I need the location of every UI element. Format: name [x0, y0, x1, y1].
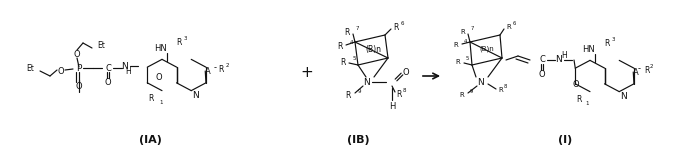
Text: 1: 1 — [585, 101, 589, 106]
Text: HN: HN — [155, 43, 167, 52]
Text: (IB): (IB) — [347, 135, 370, 145]
Text: O: O — [539, 69, 545, 78]
Text: (IA): (IA) — [139, 135, 161, 145]
Text: 6: 6 — [401, 21, 404, 26]
Text: H: H — [389, 101, 395, 110]
Text: R: R — [338, 41, 343, 50]
Text: R: R — [396, 90, 402, 99]
Text: R: R — [346, 91, 351, 99]
Text: N: N — [192, 91, 198, 99]
Text: R: R — [460, 29, 465, 35]
Text: R: R — [340, 58, 346, 67]
Text: -: - — [213, 63, 216, 73]
Text: O: O — [104, 78, 111, 86]
Text: C: C — [539, 54, 545, 63]
Text: A: A — [633, 67, 639, 76]
Text: 7: 7 — [356, 26, 360, 30]
Text: 3: 3 — [184, 35, 187, 41]
Text: N: N — [120, 62, 127, 71]
Text: (B)n: (B)n — [365, 45, 381, 54]
Text: (B)n: (B)n — [480, 46, 494, 52]
Text: H: H — [125, 67, 131, 76]
Text: 5: 5 — [466, 56, 468, 60]
Text: O: O — [76, 82, 82, 91]
Text: 2: 2 — [649, 63, 653, 69]
Text: N: N — [555, 54, 562, 63]
Text: N: N — [620, 91, 626, 101]
Text: 3: 3 — [612, 37, 615, 41]
Text: 4: 4 — [350, 39, 354, 45]
Text: R: R — [149, 93, 154, 103]
Text: R: R — [576, 95, 582, 103]
Text: R: R — [604, 39, 610, 47]
Text: R: R — [506, 24, 511, 30]
Text: Et: Et — [26, 63, 34, 73]
Text: R: R — [459, 92, 464, 98]
Text: 4: 4 — [464, 39, 467, 43]
Text: 1: 1 — [159, 99, 162, 104]
Text: P: P — [77, 63, 81, 73]
Text: R: R — [176, 37, 182, 47]
Text: O: O — [403, 67, 409, 76]
Text: 5: 5 — [353, 56, 356, 60]
Text: R: R — [393, 22, 398, 32]
Text: Et: Et — [97, 41, 105, 50]
Text: 2: 2 — [226, 62, 229, 67]
Text: O: O — [58, 67, 64, 75]
Text: R: R — [453, 42, 458, 48]
Text: 9: 9 — [469, 88, 473, 93]
Text: 9: 9 — [358, 88, 361, 93]
Text: R: R — [498, 87, 503, 93]
Text: H: H — [561, 50, 567, 60]
Text: R: R — [644, 65, 649, 75]
Text: A: A — [205, 67, 211, 75]
Text: 8: 8 — [403, 88, 406, 93]
Text: -: - — [638, 65, 641, 73]
Text: (I): (I) — [558, 135, 572, 145]
Text: 6: 6 — [513, 21, 516, 26]
Text: R: R — [455, 59, 460, 65]
Text: 7: 7 — [471, 26, 475, 30]
Text: R: R — [345, 28, 350, 37]
Text: O: O — [573, 80, 579, 88]
Text: HN: HN — [583, 45, 595, 54]
Text: C: C — [105, 63, 111, 73]
Text: +: + — [301, 65, 313, 80]
Text: 8: 8 — [503, 84, 507, 88]
Text: N: N — [477, 78, 484, 86]
Text: O: O — [156, 73, 162, 82]
Text: R: R — [219, 65, 223, 73]
Text: O: O — [74, 50, 80, 58]
Text: N: N — [363, 78, 370, 86]
